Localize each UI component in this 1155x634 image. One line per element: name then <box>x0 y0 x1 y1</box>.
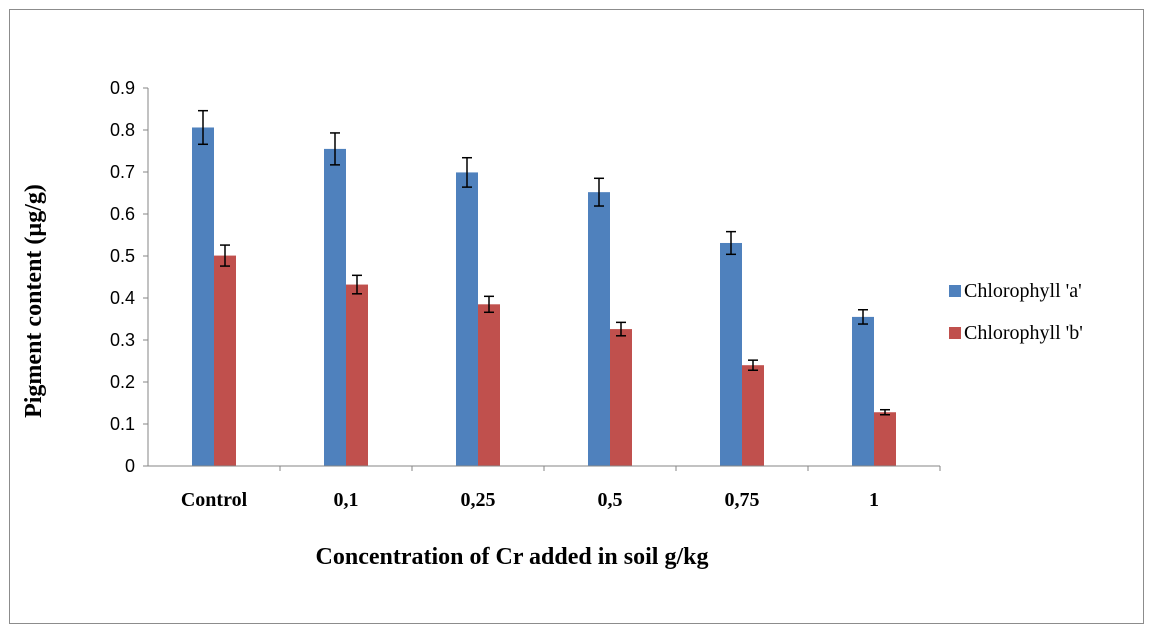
x-category-label: 0,25 <box>461 489 496 511</box>
bar-chlorophyll-a <box>456 172 478 467</box>
y-tick-label: 0.4 <box>110 288 135 308</box>
bar-chlorophyll-b <box>742 365 764 466</box>
x-category-label: Control <box>181 489 248 511</box>
bars <box>192 127 896 467</box>
y-tick-label: 0.6 <box>110 204 135 224</box>
bar-chlorophyll-b <box>874 412 896 466</box>
x-axis-title: Concentration of Cr added in soil g/kg <box>316 544 709 570</box>
bar-chlorophyll-b <box>610 329 632 466</box>
y-tick-label: 0.8 <box>110 120 135 140</box>
y-axis-ticks: 0 0.1 0.2 0.3 0.4 0.5 0.6 0.7 0.8 0.9 <box>110 78 148 476</box>
x-category-label: 0,5 <box>598 489 623 511</box>
legend-swatch <box>949 327 961 339</box>
legend: Chlorophyll 'a' Chlorophyll 'b' <box>949 280 1083 344</box>
bar-chlorophyll-a <box>324 148 346 466</box>
x-category-label: 1 <box>869 489 879 511</box>
error-bars <box>198 109 890 416</box>
y-tick-label: 0.7 <box>110 162 135 182</box>
y-tick-label: 0.2 <box>110 372 135 392</box>
y-tick-label: 0.1 <box>110 414 135 434</box>
bar-chlorophyll-a <box>852 316 874 466</box>
bar-chlorophyll-b <box>478 304 500 466</box>
bar-chlorophyll-a <box>192 127 214 466</box>
y-axis-title: Pigment content (µg/g) <box>21 184 47 418</box>
y-tick-label: 0.5 <box>110 246 135 266</box>
y-tick-label: 0 <box>125 456 135 476</box>
bar-chlorophyll-b <box>346 284 368 466</box>
x-category-label: 0,75 <box>725 489 760 511</box>
bar-chlorophyll-b <box>214 255 236 466</box>
legend-label: Chlorophyll 'b' <box>964 322 1083 344</box>
bar-chlorophyll-a <box>720 242 742 466</box>
x-category-label: 0,1 <box>334 489 359 511</box>
x-axis-categories: Control 0,1 0,25 0,5 0,75 1 <box>181 466 941 511</box>
legend-swatch <box>949 285 961 297</box>
legend-label: Chlorophyll 'a' <box>964 280 1082 302</box>
y-tick-label: 0.3 <box>110 330 135 350</box>
y-tick-label: 0.9 <box>110 78 135 98</box>
bar-chlorophyll-a <box>588 192 610 466</box>
